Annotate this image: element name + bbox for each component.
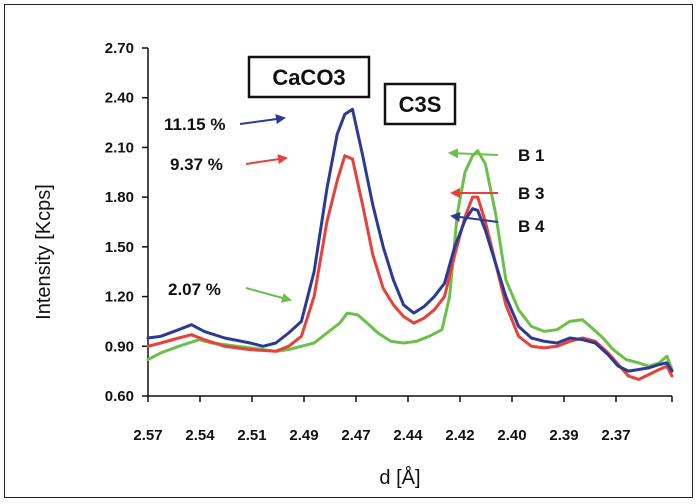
annotation-caco3: CaCO3 (247, 55, 371, 99)
y-tick-label: 2.70 (105, 40, 134, 57)
y-tick-label: 2.10 (105, 139, 134, 156)
y-tick-label: 0.90 (105, 338, 134, 355)
x-tick-label: 2.47 (341, 427, 370, 444)
annotation-text: CaCO3 (272, 65, 345, 90)
annotation-pct-b1: 2.07 % (168, 280, 292, 303)
x-tick-label: 2.40 (497, 427, 526, 444)
y-axis-title: Intensity [Kcps] (33, 184, 55, 320)
annotation-text: 9.37 % (170, 155, 223, 174)
annotation-pct-b4: 11.15 % (164, 114, 286, 134)
y-tick-label: 0.60 (105, 388, 134, 405)
annotation-layer: CaCO3 C3S 11.15 % 9.37 % 2.07 % B 1 B 3 B 4 (164, 55, 545, 303)
annotation-label-b1: B 1 (448, 146, 544, 165)
annotation-text: 11.15 % (164, 115, 225, 134)
x-tick-label: 2.51 (237, 427, 266, 444)
y-tick-label: 2.40 (105, 90, 134, 107)
annotation-text: B 3 (518, 184, 544, 203)
y-tick-label: 1.20 (105, 289, 134, 306)
annotation-arrow (448, 148, 499, 159)
series-line-b4 (146, 107, 674, 373)
annotation-label-b4: B 4 (450, 212, 545, 236)
y-tick-label: 1.50 (105, 239, 134, 256)
x-tick-label: 2.39 (549, 427, 578, 444)
annotation-box (383, 82, 457, 126)
annotation-text: B 1 (518, 146, 544, 165)
annotation-text: B 4 (518, 217, 545, 236)
annotation-box (247, 55, 371, 99)
annotation-arrow (450, 212, 499, 223)
series-line-b3 (146, 154, 674, 381)
annotation-pct-b3: 9.37 % (170, 154, 288, 174)
annotation-label-b3: B 3 (450, 184, 544, 203)
series-line-b1 (146, 149, 674, 371)
annotation-text: C3S (399, 92, 442, 117)
annotation-arrow (245, 287, 292, 303)
y-tick-label: 1.80 (105, 189, 134, 206)
annotation-c3s: C3S (383, 82, 457, 126)
x-tick-label: 2.42 (445, 427, 474, 444)
x-tick-label: 2.57 (133, 427, 162, 444)
x-axis-title: d [Å] (379, 466, 420, 489)
annotation-arrow (245, 154, 288, 165)
x-tick-label: 2.49 (289, 427, 318, 444)
x-tick-label: 2.37 (601, 427, 630, 444)
annotation-text: 2.07 % (168, 280, 221, 299)
x-tick-label: 2.54 (185, 427, 215, 444)
annotation-arrow (239, 114, 286, 125)
x-tick-label: 2.44 (393, 427, 423, 444)
series-layer (146, 107, 674, 381)
